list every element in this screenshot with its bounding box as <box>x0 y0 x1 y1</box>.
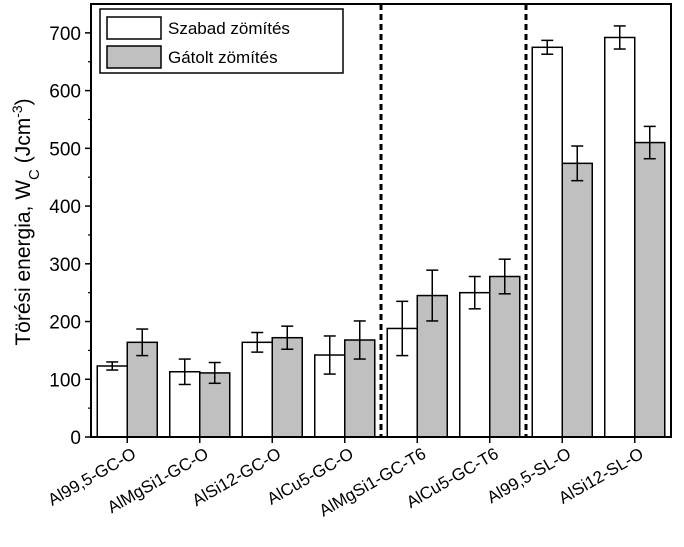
error-bar-gatolt-2 <box>281 325 294 350</box>
error-bar-gatolt-4 <box>426 269 439 322</box>
y-tick-label-6: 600 <box>49 82 81 103</box>
error-bar-szabad-5 <box>468 275 481 310</box>
plot-frame <box>90 3 672 438</box>
error-bar-szabad-0 <box>106 361 119 371</box>
error-bar-szabad-3 <box>323 335 336 375</box>
legend-swatch-szabad <box>106 16 162 40</box>
error-bar-szabad-1 <box>178 358 191 386</box>
y-tick-label-7: 700 <box>49 24 81 45</box>
error-bar-gatolt-5 <box>498 258 511 295</box>
y-tick-label-3: 300 <box>49 255 81 276</box>
bar-gatolt-2 <box>271 336 303 438</box>
bar-gatolt-6 <box>561 162 593 438</box>
y-axis-title: Törési energia, WC (Jcm-3) <box>9 98 43 345</box>
error-bar-gatolt-7 <box>643 125 656 160</box>
bar-gatolt-0 <box>126 341 158 438</box>
error-bar-szabad-6 <box>541 39 554 55</box>
bar-gatolt-1 <box>199 372 231 438</box>
legend-label-gatolt: Gátolt zömítés <box>168 48 278 67</box>
bar-szabad-7 <box>604 36 636 438</box>
y-tick-label-1: 100 <box>49 370 81 391</box>
y-tick-label-5: 500 <box>49 139 81 160</box>
legend-swatch-gatolt <box>106 45 162 69</box>
error-bar-szabad-2 <box>251 331 264 353</box>
error-bar-gatolt-6 <box>571 145 584 182</box>
bars-layer <box>96 36 666 438</box>
bar-gatolt-5 <box>489 275 521 438</box>
bar-szabad-5 <box>459 291 491 438</box>
error-bar-szabad-7 <box>613 25 626 50</box>
error-bar-gatolt-3 <box>353 320 366 360</box>
bar-szabad-2 <box>241 341 273 438</box>
y-tick-label-0: 0 <box>70 428 81 449</box>
y-tick-label-4: 400 <box>49 197 81 218</box>
y-tick-label-2: 200 <box>49 313 81 334</box>
bar-szabad-0 <box>96 365 128 438</box>
error-bars-layer <box>106 25 656 386</box>
error-bar-gatolt-0 <box>136 328 149 357</box>
bar-szabad-6 <box>531 46 563 438</box>
legend-label-szabad: Szabad zömítés <box>168 19 290 38</box>
separators-layer <box>379 4 528 437</box>
bar-gatolt-7 <box>634 141 666 438</box>
legend: Szabad zömítés Gátolt zömítés <box>99 8 344 74</box>
error-bar-szabad-4 <box>396 300 409 357</box>
error-bar-gatolt-1 <box>208 361 221 385</box>
